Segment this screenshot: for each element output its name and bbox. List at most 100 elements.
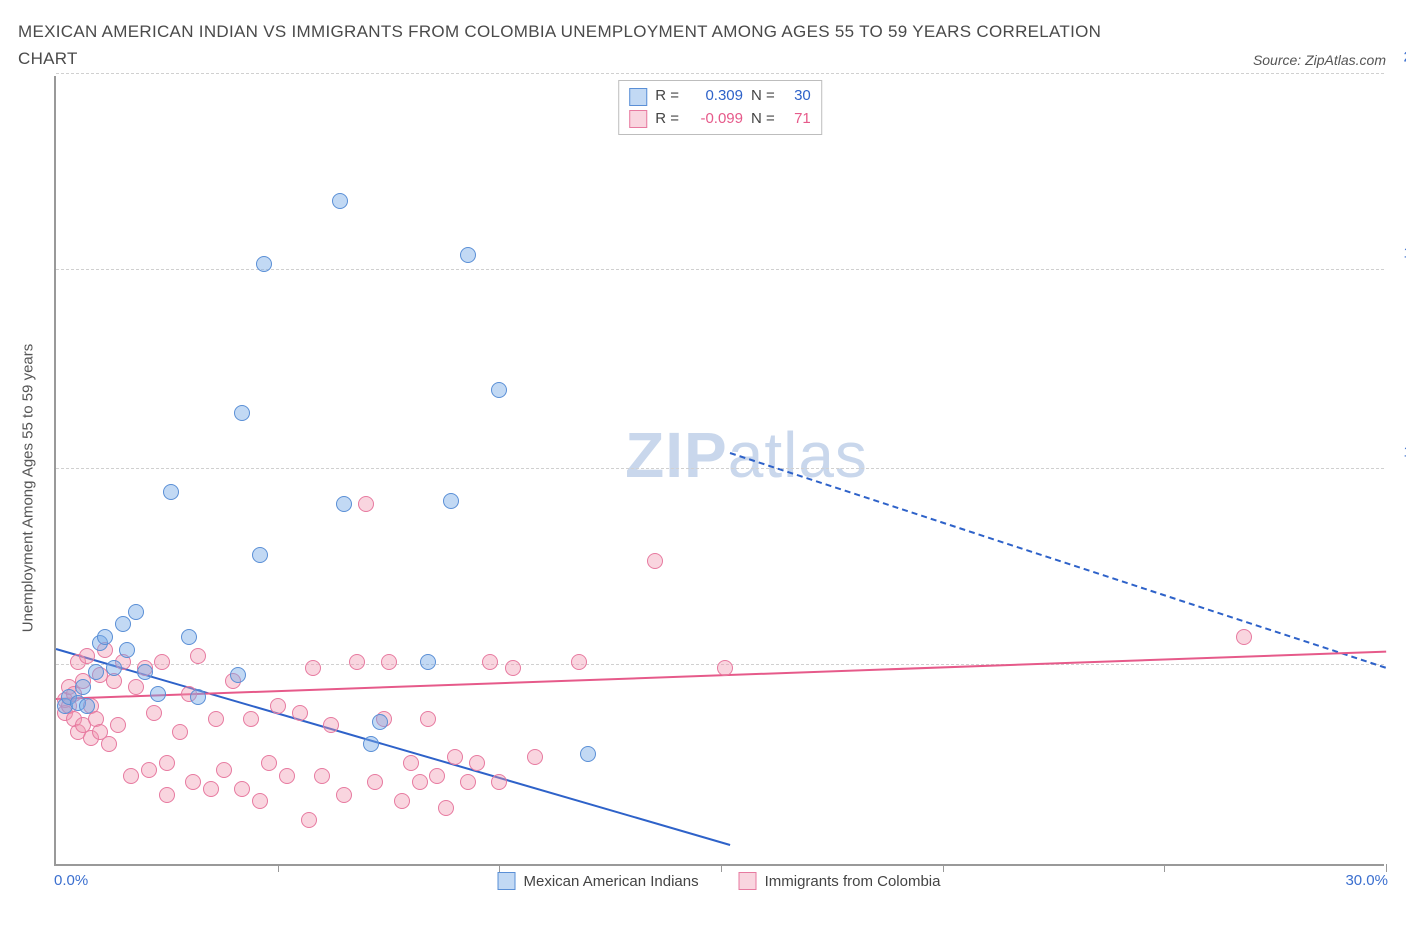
point-series-a bbox=[420, 654, 436, 670]
point-series-a bbox=[460, 247, 476, 263]
point-series-b bbox=[234, 781, 250, 797]
point-series-b bbox=[154, 654, 170, 670]
stats-box: R = 0.309 N = 30 R = -0.099 N = 71 bbox=[618, 80, 822, 135]
point-series-b bbox=[261, 755, 277, 771]
point-series-b bbox=[208, 711, 224, 727]
x-axis-labels: 0.0% Mexican American Indians Immigrants… bbox=[54, 872, 1384, 900]
gridline bbox=[56, 269, 1384, 270]
point-series-b bbox=[279, 768, 295, 784]
x-min-label: 0.0% bbox=[54, 872, 88, 889]
point-series-a bbox=[256, 256, 272, 272]
point-series-b bbox=[505, 660, 521, 676]
point-series-b bbox=[717, 660, 733, 676]
point-series-b bbox=[349, 654, 365, 670]
point-series-a bbox=[79, 698, 95, 714]
point-series-b bbox=[314, 768, 330, 784]
point-series-b bbox=[301, 812, 317, 828]
y-axis-label: Unemployment Among Ages 55 to 59 years bbox=[20, 344, 37, 633]
point-series-a bbox=[336, 496, 352, 512]
x-tick bbox=[943, 864, 944, 872]
point-series-b bbox=[172, 724, 188, 740]
point-series-b bbox=[469, 755, 485, 771]
r-label: R = bbox=[655, 108, 679, 131]
gridline bbox=[56, 73, 1384, 74]
point-series-a bbox=[252, 547, 268, 563]
n-label: N = bbox=[751, 85, 775, 108]
point-series-a bbox=[372, 714, 388, 730]
point-series-b bbox=[159, 787, 175, 803]
point-series-b bbox=[252, 793, 268, 809]
point-series-b bbox=[429, 768, 445, 784]
point-series-b bbox=[647, 553, 663, 569]
point-series-b bbox=[367, 774, 383, 790]
point-series-b bbox=[203, 781, 219, 797]
stats-row-a: R = 0.309 N = 30 bbox=[629, 85, 811, 108]
point-series-b bbox=[460, 774, 476, 790]
point-series-a bbox=[363, 736, 379, 752]
point-series-b bbox=[101, 736, 117, 752]
point-series-a bbox=[115, 616, 131, 632]
swatch-series-b bbox=[629, 110, 647, 128]
point-series-a bbox=[88, 664, 104, 680]
point-series-b bbox=[141, 762, 157, 778]
point-series-a bbox=[163, 484, 179, 500]
point-series-a bbox=[119, 642, 135, 658]
watermark: ZIPatlas bbox=[625, 418, 868, 492]
point-series-b bbox=[491, 774, 507, 790]
point-series-b bbox=[270, 698, 286, 714]
watermark-bold: ZIP bbox=[625, 419, 728, 491]
r-label: R = bbox=[655, 85, 679, 108]
point-series-b bbox=[305, 660, 321, 676]
point-series-a bbox=[190, 689, 206, 705]
point-series-a bbox=[128, 604, 144, 620]
legend-label-b: Immigrants from Colombia bbox=[765, 873, 941, 890]
point-series-b bbox=[394, 793, 410, 809]
point-series-b bbox=[447, 749, 463, 765]
swatch-series-a bbox=[498, 872, 516, 890]
x-max-label: 30.0% bbox=[1345, 872, 1388, 889]
point-series-b bbox=[292, 705, 308, 721]
point-series-b bbox=[571, 654, 587, 670]
point-series-a bbox=[332, 193, 348, 209]
point-series-a bbox=[580, 746, 596, 762]
point-series-a bbox=[150, 686, 166, 702]
stats-row-b: R = -0.099 N = 71 bbox=[629, 108, 811, 131]
point-series-a bbox=[181, 629, 197, 645]
point-series-a bbox=[137, 664, 153, 680]
point-series-a bbox=[75, 679, 91, 695]
x-tick bbox=[1164, 864, 1165, 872]
legend-label-a: Mexican American Indians bbox=[524, 873, 699, 890]
point-series-b bbox=[403, 755, 419, 771]
r-value-b: -0.099 bbox=[687, 108, 743, 131]
chart-title: MEXICAN AMERICAN INDIAN VS IMMIGRANTS FR… bbox=[18, 18, 1138, 72]
y-tick-label: 12.5% bbox=[1388, 444, 1406, 461]
n-value-a: 30 bbox=[783, 85, 811, 108]
swatch-series-a bbox=[629, 88, 647, 106]
r-value-a: 0.309 bbox=[687, 85, 743, 108]
source-credit: Source: ZipAtlas.com bbox=[1253, 52, 1386, 72]
point-series-b bbox=[123, 768, 139, 784]
point-series-b bbox=[527, 749, 543, 765]
point-series-b bbox=[185, 774, 201, 790]
point-series-b bbox=[128, 679, 144, 695]
point-series-b bbox=[336, 787, 352, 803]
point-series-b bbox=[482, 654, 498, 670]
point-series-b bbox=[243, 711, 259, 727]
x-tick bbox=[499, 864, 500, 872]
legend-item-a: Mexican American Indians bbox=[498, 872, 699, 890]
point-series-b bbox=[110, 717, 126, 733]
point-series-b bbox=[146, 705, 162, 721]
n-label: N = bbox=[751, 108, 775, 131]
y-tick-label: 25.0% bbox=[1388, 49, 1406, 66]
series-legend: Mexican American Indians Immigrants from… bbox=[498, 872, 941, 890]
x-tick bbox=[721, 864, 722, 872]
point-series-a bbox=[106, 660, 122, 676]
point-series-b bbox=[438, 800, 454, 816]
watermark-light: atlas bbox=[728, 419, 868, 491]
point-series-a bbox=[230, 667, 246, 683]
point-series-b bbox=[190, 648, 206, 664]
point-series-b bbox=[1236, 629, 1252, 645]
legend-item-b: Immigrants from Colombia bbox=[739, 872, 941, 890]
y-tick-label: 6.3% bbox=[1388, 640, 1406, 657]
swatch-series-b bbox=[739, 872, 757, 890]
